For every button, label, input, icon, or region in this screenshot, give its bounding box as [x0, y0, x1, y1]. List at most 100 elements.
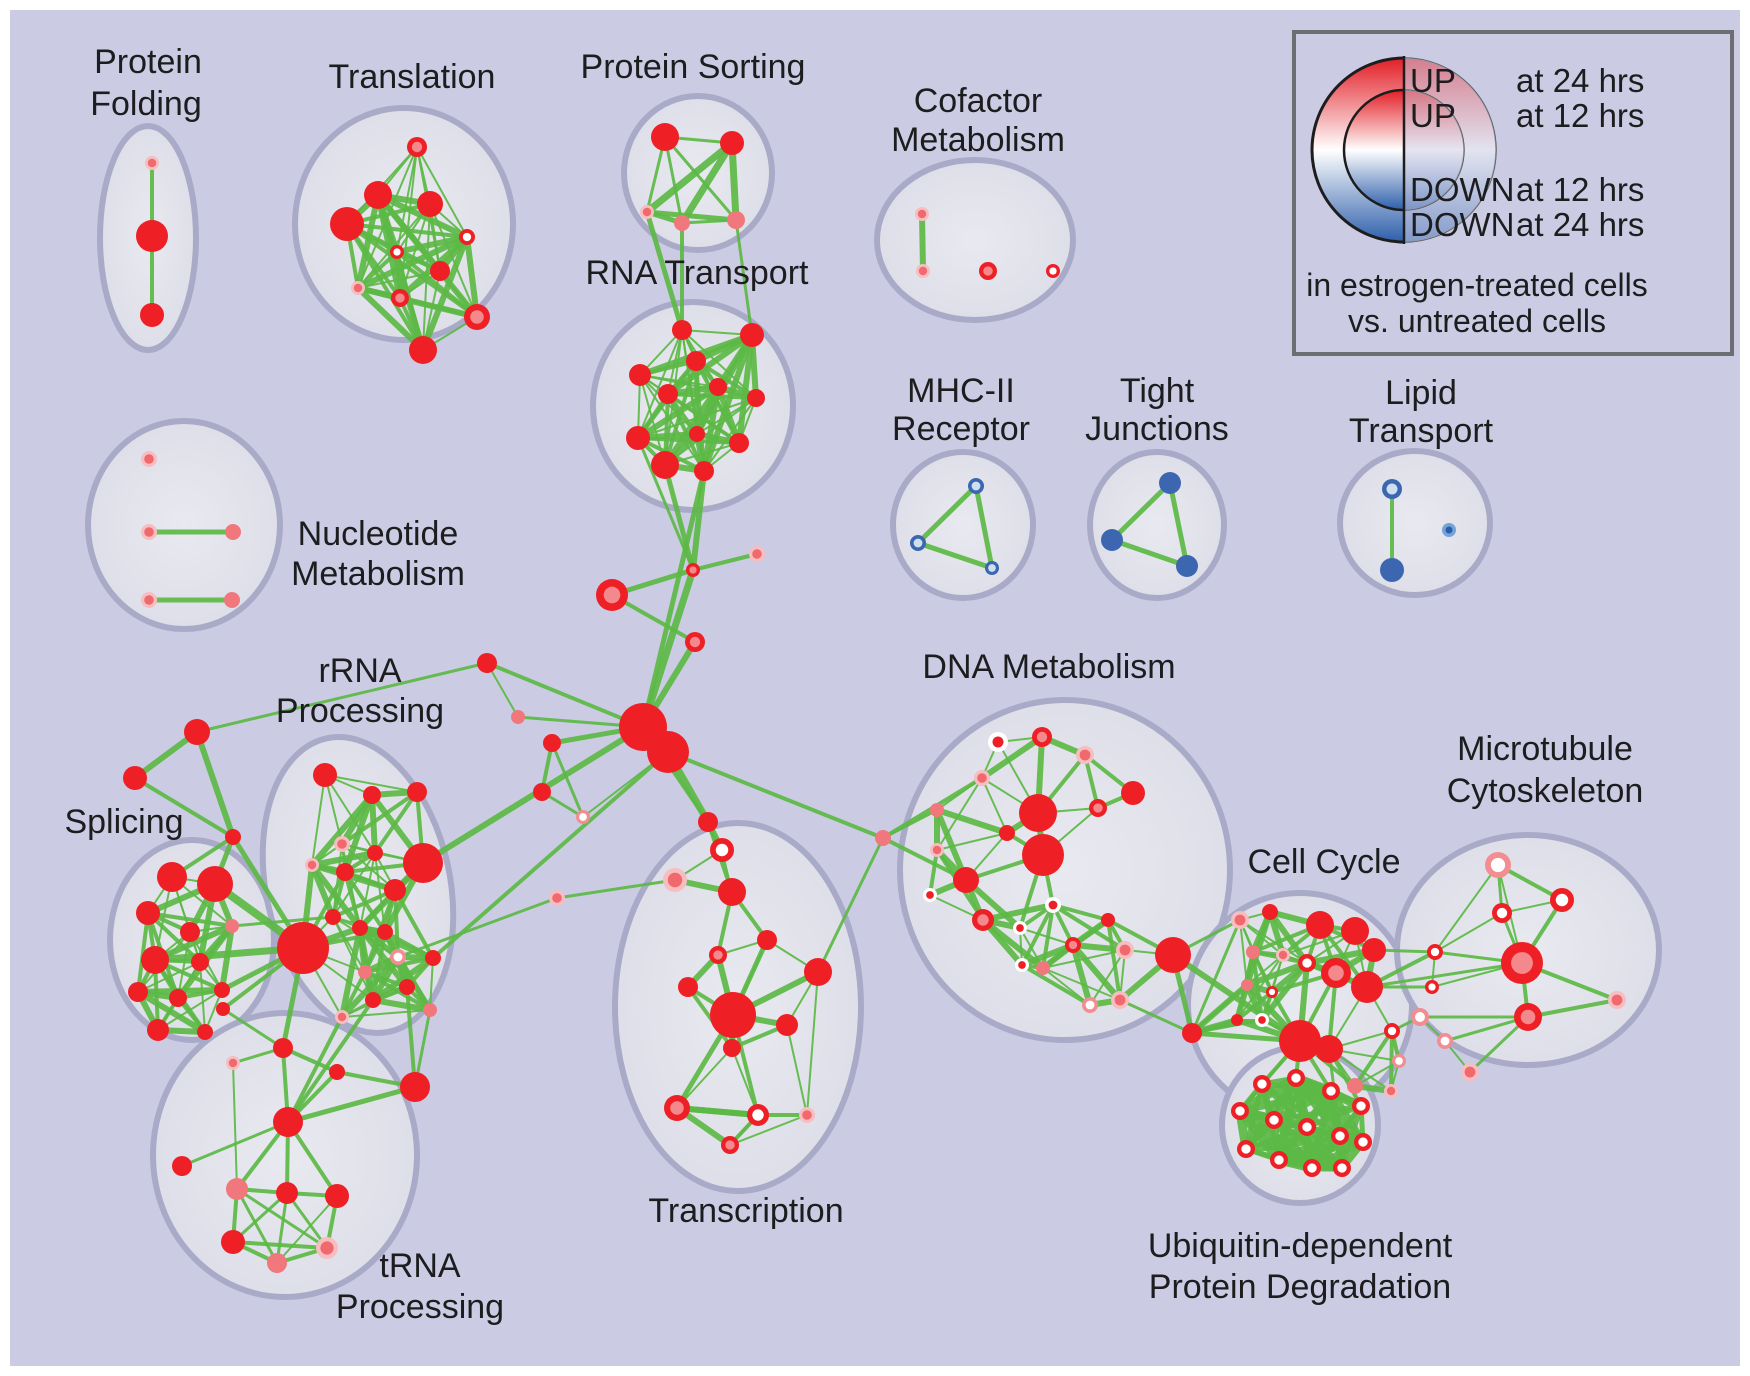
gene-node-rna-transport[interactable] — [629, 364, 651, 386]
gene-node-cell-cycle[interactable] — [1341, 917, 1369, 945]
gene-node-dna-metabolism[interactable] — [1101, 913, 1115, 927]
gene-node-rna-transport[interactable] — [686, 351, 706, 371]
gene-node-rna-transport[interactable] — [709, 378, 727, 396]
gene-node-rrna-processing[interactable] — [325, 909, 341, 925]
gene-node-dna-metabolism[interactable] — [999, 825, 1015, 841]
gene-node-translation[interactable] — [417, 191, 443, 217]
gene-node-rna-transport[interactable] — [658, 384, 678, 404]
gene-node-rna-transport[interactable] — [651, 451, 679, 479]
gene-node-tight-junctions[interactable] — [1101, 529, 1123, 551]
gene-node-cell-cycle[interactable] — [1315, 1035, 1343, 1063]
gene-node-splicing[interactable] — [180, 922, 200, 942]
gene-node-splicing[interactable] — [225, 919, 239, 933]
gene-node-trna-processing[interactable] — [172, 1156, 192, 1176]
gene-node-trna-processing[interactable] — [273, 1107, 303, 1137]
gene-node-cell-cycle[interactable] — [1182, 1023, 1202, 1043]
gene-node-transcription[interactable] — [776, 1014, 798, 1036]
gene-node-trna-processing[interactable] — [400, 1072, 430, 1102]
gene-node-splicing[interactable] — [169, 989, 187, 1007]
gene-node-nucleotide-metabolism[interactable] — [224, 592, 240, 608]
gene-node-rrna-processing[interactable] — [365, 992, 381, 1008]
gene-node-trna-processing[interactable] — [273, 1038, 293, 1058]
gene-node-splicing[interactable] — [197, 1024, 213, 1040]
gene-node-tight-junctions[interactable] — [1159, 472, 1181, 494]
gene-node-rrna-processing[interactable] — [425, 950, 441, 966]
gene-node-rrna-processing[interactable] — [313, 763, 337, 787]
gene-node-protein-sorting[interactable] — [674, 215, 690, 231]
gene-node-cell-cycle[interactable] — [1279, 1020, 1321, 1062]
gene-node-trna-processing[interactable] — [216, 1002, 230, 1016]
gene-node-rrna-processing[interactable] — [352, 920, 368, 936]
gene-node-connectors[interactable] — [533, 783, 551, 801]
gene-node-connectors[interactable] — [543, 734, 561, 752]
gene-node-cell-cycle[interactable] — [1347, 1078, 1363, 1094]
gene-node-splicing[interactable] — [191, 953, 209, 971]
gene-node-trna-processing[interactable] — [329, 1064, 345, 1080]
gene-node-dna-metabolism[interactable] — [1036, 961, 1050, 975]
gene-node-rna-transport[interactable] — [729, 433, 749, 453]
gene-node-translation[interactable] — [364, 181, 392, 209]
gene-node-tight-junctions[interactable] — [1176, 555, 1198, 577]
gene-node-rrna-processing[interactable] — [399, 979, 415, 995]
gene-node-connectors[interactable] — [225, 829, 241, 845]
gene-node-transcription[interactable] — [710, 992, 756, 1038]
gene-node-rrna-processing[interactable] — [336, 863, 354, 881]
gene-node-trna-processing[interactable] — [226, 1178, 248, 1200]
gene-node-lipid-transport[interactable] — [1380, 558, 1404, 582]
gene-node-rna-transport[interactable] — [672, 320, 692, 340]
gene-node-rna-transport[interactable] — [689, 426, 705, 442]
gene-node-connectors[interactable] — [698, 812, 718, 832]
gene-node-protein-sorting[interactable] — [720, 131, 744, 155]
gene-node-transcription[interactable] — [718, 878, 746, 906]
gene-node-splicing[interactable] — [197, 866, 233, 902]
gene-node-rrna-processing[interactable] — [403, 843, 443, 883]
gene-node-dna-metabolism[interactable] — [1019, 794, 1057, 832]
gene-node-connectors[interactable] — [477, 653, 497, 673]
gene-node-trna-processing[interactable] — [276, 1182, 298, 1204]
gene-node-connectors[interactable] — [875, 830, 891, 846]
gene-node-rna-transport[interactable] — [740, 323, 764, 347]
gene-node-rna-transport[interactable] — [694, 461, 714, 481]
gene-node-trna-processing[interactable] — [221, 1230, 245, 1254]
gene-node-connectors[interactable] — [184, 719, 210, 745]
gene-node-nucleotide-metabolism[interactable] — [225, 524, 241, 540]
gene-node-splicing[interactable] — [214, 982, 230, 998]
gene-node-connectors[interactable] — [647, 731, 689, 773]
gene-node-rrna-processing[interactable] — [423, 1003, 437, 1017]
gene-node-cell-cycle[interactable] — [1262, 904, 1278, 920]
gene-node-splicing[interactable] — [147, 1019, 169, 1041]
gene-node-splicing[interactable] — [141, 946, 169, 974]
gene-node-transcription[interactable] — [678, 977, 698, 997]
gene-node-translation[interactable] — [430, 261, 450, 281]
gene-node-splicing[interactable] — [157, 862, 187, 892]
gene-node-rrna-processing[interactable] — [367, 845, 383, 861]
gene-node-dna-metabolism[interactable] — [1121, 781, 1145, 805]
gene-node-cell-cycle[interactable] — [1241, 979, 1253, 991]
gene-node-rna-transport[interactable] — [626, 426, 650, 450]
gene-node-cell-cycle[interactable] — [1351, 971, 1383, 1003]
gene-node-protein-folding[interactable] — [140, 303, 164, 327]
gene-node-protein-folding[interactable] — [136, 220, 168, 252]
gene-node-cell-cycle[interactable] — [1306, 911, 1334, 939]
gene-node-rrna-processing[interactable] — [384, 879, 406, 901]
gene-node-dna-metabolism[interactable] — [953, 867, 979, 893]
gene-node-connectors[interactable] — [123, 766, 147, 790]
gene-node-trna-processing[interactable] — [267, 1253, 287, 1273]
gene-node-trna-processing[interactable] — [325, 1184, 349, 1208]
gene-node-splicing[interactable] — [128, 982, 148, 1002]
gene-node-dna-metabolism[interactable] — [930, 803, 944, 817]
gene-node-splicing[interactable] — [136, 901, 160, 925]
gene-node-connectors[interactable] — [511, 710, 525, 724]
gene-node-dna-metabolism[interactable] — [1022, 834, 1064, 876]
gene-node-cell-cycle[interactable] — [1231, 1014, 1243, 1026]
gene-node-translation[interactable] — [409, 336, 437, 364]
gene-node-rrna-processing[interactable] — [377, 924, 393, 940]
gene-node-rrna-processing[interactable] — [358, 965, 372, 979]
gene-node-rrna-processing[interactable] — [407, 782, 427, 802]
gene-node-rrna-processing[interactable] — [363, 786, 381, 804]
gene-node-protein-sorting[interactable] — [727, 211, 745, 229]
gene-node-protein-sorting[interactable] — [651, 123, 679, 151]
gene-node-transcription[interactable] — [804, 958, 832, 986]
gene-node-dna-metabolism[interactable] — [1155, 937, 1191, 973]
gene-node-translation[interactable] — [330, 207, 364, 241]
